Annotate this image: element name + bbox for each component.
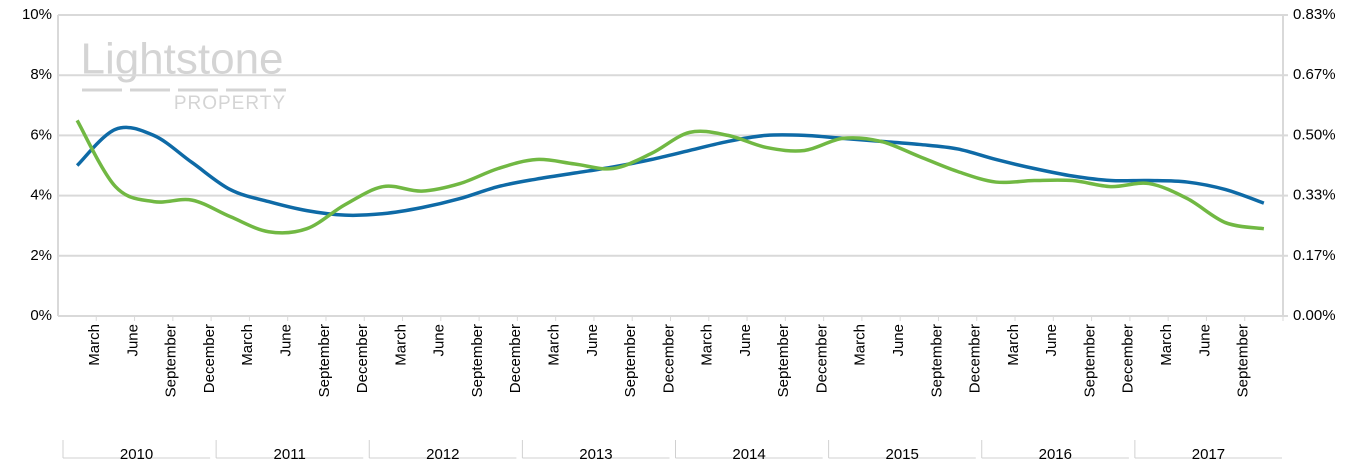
- y-tick-label: 2%: [30, 247, 52, 264]
- x-tick-label: March: [545, 324, 562, 366]
- x-tick-label: June: [737, 324, 754, 357]
- x-tick-label: March: [699, 324, 716, 366]
- x-tick-label: December: [201, 324, 218, 393]
- x-tick-label: September: [622, 324, 639, 397]
- y-tick-label: 6%: [30, 126, 52, 143]
- y2-tick-label: 0.67%: [1293, 66, 1336, 83]
- year-label: 2017: [1192, 446, 1225, 463]
- x-tick-label: December: [967, 324, 984, 393]
- x-tick-label: June: [584, 324, 601, 357]
- year-label: 2014: [732, 446, 765, 463]
- y-tick-label: 0%: [30, 307, 52, 324]
- watermark-title: Lightstone: [80, 35, 283, 84]
- x-tick-label: September: [469, 324, 486, 397]
- x-tick-label: June: [890, 324, 907, 357]
- y-tick-label: 4%: [30, 187, 52, 204]
- series-line: [75, 125, 1265, 218]
- x-tick-label: June: [124, 324, 141, 357]
- y2-tick-label: 0.83%: [1293, 6, 1336, 23]
- x-tick-label: March: [239, 324, 256, 366]
- x-tick-label: September: [1081, 324, 1098, 397]
- x-tick-label: June: [1196, 324, 1213, 357]
- year-label: 2011: [274, 446, 306, 463]
- x-tick-label: March: [86, 324, 103, 366]
- x-tick-label: March: [1158, 324, 1175, 366]
- series-line: [75, 119, 1265, 235]
- x-tick-label: December: [660, 324, 677, 393]
- x-tick-label: June: [1043, 324, 1060, 357]
- year-label: 2010: [120, 446, 153, 463]
- x-tick-label: September: [775, 324, 792, 397]
- x-tick-label: September: [928, 324, 945, 397]
- year-label: 2012: [426, 446, 459, 463]
- y2-tick-label: 0.00%: [1293, 307, 1336, 324]
- x-tick-label: December: [813, 324, 830, 393]
- y2-tick-label: 0.50%: [1293, 126, 1336, 143]
- year-label: 2013: [579, 446, 612, 463]
- x-tick-label: March: [392, 324, 409, 366]
- y2-tick-label: 0.33%: [1293, 187, 1336, 204]
- x-tick-label: September: [316, 324, 333, 397]
- x-tick-label: June: [278, 324, 295, 357]
- x-tick-label: December: [354, 324, 371, 393]
- y-tick-label: 10%: [22, 6, 52, 23]
- x-tick-label: March: [1005, 324, 1022, 366]
- x-tick-label: June: [431, 324, 448, 357]
- y2-tick-label: 0.17%: [1293, 247, 1336, 264]
- year-label: 2015: [886, 446, 919, 463]
- x-tick-label: December: [507, 324, 524, 393]
- watermark-subtitle: PROPERTY: [174, 93, 286, 114]
- x-tick-label: September: [163, 324, 180, 397]
- x-tick-label: September: [1235, 324, 1252, 397]
- x-tick-label: March: [852, 324, 869, 366]
- x-tick-label: December: [1120, 324, 1137, 393]
- year-label: 2016: [1039, 446, 1072, 463]
- y-tick-label: 8%: [30, 66, 52, 83]
